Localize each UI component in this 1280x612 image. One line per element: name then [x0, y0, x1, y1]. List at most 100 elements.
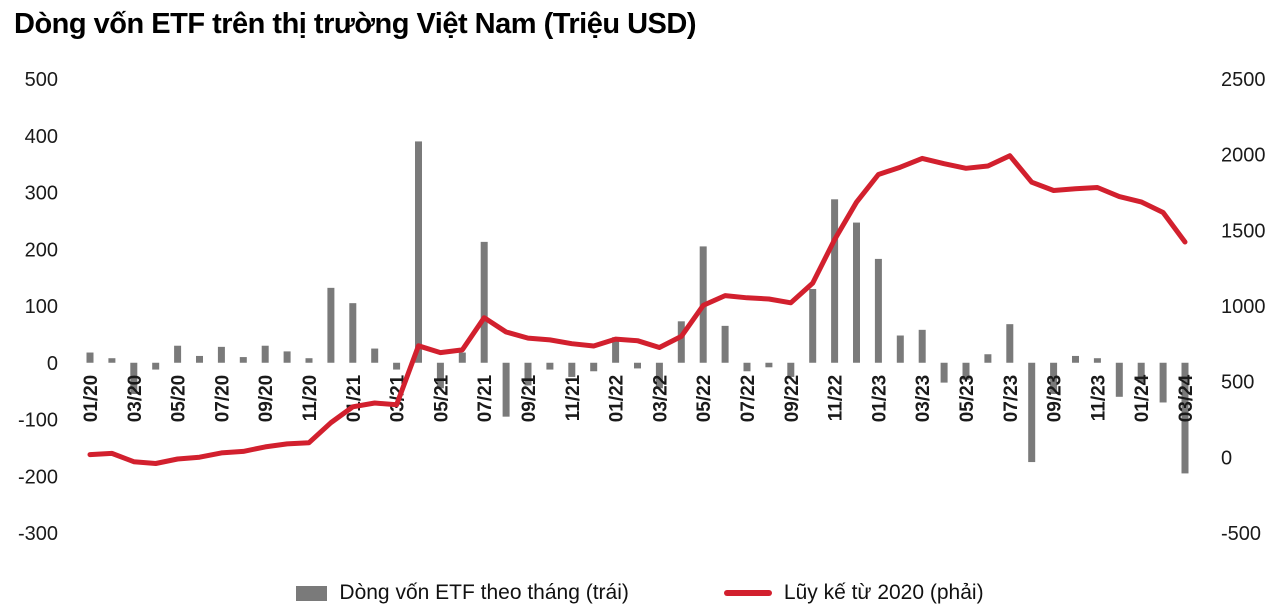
bar	[568, 362, 576, 377]
bar	[721, 325, 729, 363]
bar	[393, 362, 401, 370]
bar	[1093, 358, 1101, 363]
bar	[743, 362, 751, 372]
x-axis-label: 11/23	[1088, 375, 1109, 422]
bar	[217, 346, 225, 363]
x-axis-label: 05/23	[957, 375, 978, 423]
bar	[612, 337, 620, 363]
y-axis-left-label: -100	[18, 410, 58, 432]
bar	[940, 362, 948, 383]
cumulative-line	[87, 153, 1188, 466]
bar	[634, 362, 641, 369]
legend-item-monthly-flow: Dòng vốn ETF theo tháng (trái)	[296, 581, 629, 605]
bar	[458, 352, 466, 363]
y-axis-left-label: 0	[47, 353, 58, 375]
bar	[108, 358, 116, 363]
bar	[1050, 362, 1058, 394]
x-axis-label: 03/23	[913, 375, 934, 423]
y-axis-left-label: -300	[18, 523, 58, 545]
x-axis-label: 03/24	[1176, 374, 1197, 422]
bar	[655, 362, 663, 389]
x-axis-label: 07/21	[475, 374, 496, 422]
x-axis-label: 07/22	[738, 375, 759, 423]
y-axis-right-label: -500	[1221, 523, 1261, 545]
y-axis-left-label: -200	[18, 466, 58, 488]
bar	[677, 321, 685, 363]
bar	[86, 352, 94, 363]
bar	[349, 303, 357, 363]
bar	[853, 222, 860, 363]
y-axis-left-label: 300	[25, 183, 58, 205]
bar	[1115, 362, 1123, 397]
bar	[984, 354, 992, 363]
bar	[371, 348, 379, 363]
bar	[831, 199, 839, 363]
legend-label-cumulative: Lũy kế từ 2020 (phải)	[783, 581, 984, 604]
x-axis-label: 07/20	[212, 375, 233, 423]
x-axis-label: 01/24	[1132, 374, 1153, 422]
bar	[305, 358, 313, 363]
x-axis-label: 05/21	[431, 374, 452, 422]
bar	[918, 329, 926, 363]
x-axis-label: 11/20	[300, 375, 321, 422]
x-axis-label: 01/20	[81, 375, 102, 423]
bar-swatch-icon	[296, 585, 328, 601]
bar	[896, 335, 904, 363]
bar	[130, 362, 138, 394]
legend-label-monthly-flow: Dòng vốn ETF theo tháng (trái)	[339, 581, 629, 604]
line-swatch-icon	[723, 590, 772, 596]
bar	[1006, 324, 1014, 363]
bar	[590, 362, 598, 372]
bar	[480, 241, 488, 363]
x-axis-label: 11/22	[826, 375, 847, 422]
x-axis-label: 05/20	[169, 375, 190, 423]
bar	[787, 362, 795, 377]
bar	[1072, 355, 1079, 363]
x-axis-label: 07/23	[1001, 375, 1022, 423]
bar	[1137, 362, 1145, 383]
bar	[874, 258, 882, 363]
bar	[1181, 362, 1189, 474]
y-axis-left-label: 500	[25, 69, 58, 91]
bar	[327, 287, 335, 363]
y-axis-left-label: 100	[25, 296, 58, 318]
x-axis-label: 05/22	[694, 375, 715, 423]
x-axis-label: 01/23	[869, 375, 890, 423]
x-axis-label: 03/22	[650, 375, 671, 423]
bar	[546, 362, 554, 370]
x-axis-label: 03/20	[125, 375, 146, 423]
x-axis-label: 01/22	[607, 375, 628, 423]
bar	[283, 351, 291, 363]
x-axis-label: 09/20	[256, 375, 277, 423]
bar	[962, 362, 970, 380]
bar	[174, 345, 182, 363]
y-axis-right-label: 2000	[1221, 145, 1266, 167]
bar	[524, 362, 532, 386]
bar	[809, 288, 817, 363]
chart-title: Dòng vốn ETF trên thị trường Việt Nam (T…	[14, 8, 697, 40]
x-axis-label: 09/22	[782, 375, 803, 423]
y-axis-left-label: 200	[25, 239, 58, 261]
y-axis-right-label: 0	[1221, 447, 1232, 469]
y-axis-right-label: 2500	[1221, 69, 1266, 91]
bar	[152, 362, 160, 370]
bar	[1159, 362, 1167, 403]
bar	[415, 141, 422, 363]
bar	[436, 362, 444, 389]
bar	[196, 355, 203, 363]
y-axis-right-label: 1500	[1221, 220, 1266, 242]
bar	[239, 357, 247, 363]
x-axis-label: 01/21	[344, 374, 365, 422]
bar	[765, 362, 773, 368]
x-axis-label: 11/21	[563, 374, 584, 421]
x-axis-label: 09/21	[519, 374, 540, 422]
bar	[502, 362, 510, 417]
legend-item-cumulative: Lũy kế từ 2020 (phải)	[723, 581, 984, 605]
y-axis-right-label: 1000	[1221, 296, 1266, 318]
bar	[261, 345, 269, 363]
bar	[1028, 362, 1036, 463]
chart-legend: Dòng vốn ETF theo tháng (trái) Lũy kế từ…	[0, 578, 1280, 608]
x-axis-label: 09/23	[1045, 375, 1066, 423]
